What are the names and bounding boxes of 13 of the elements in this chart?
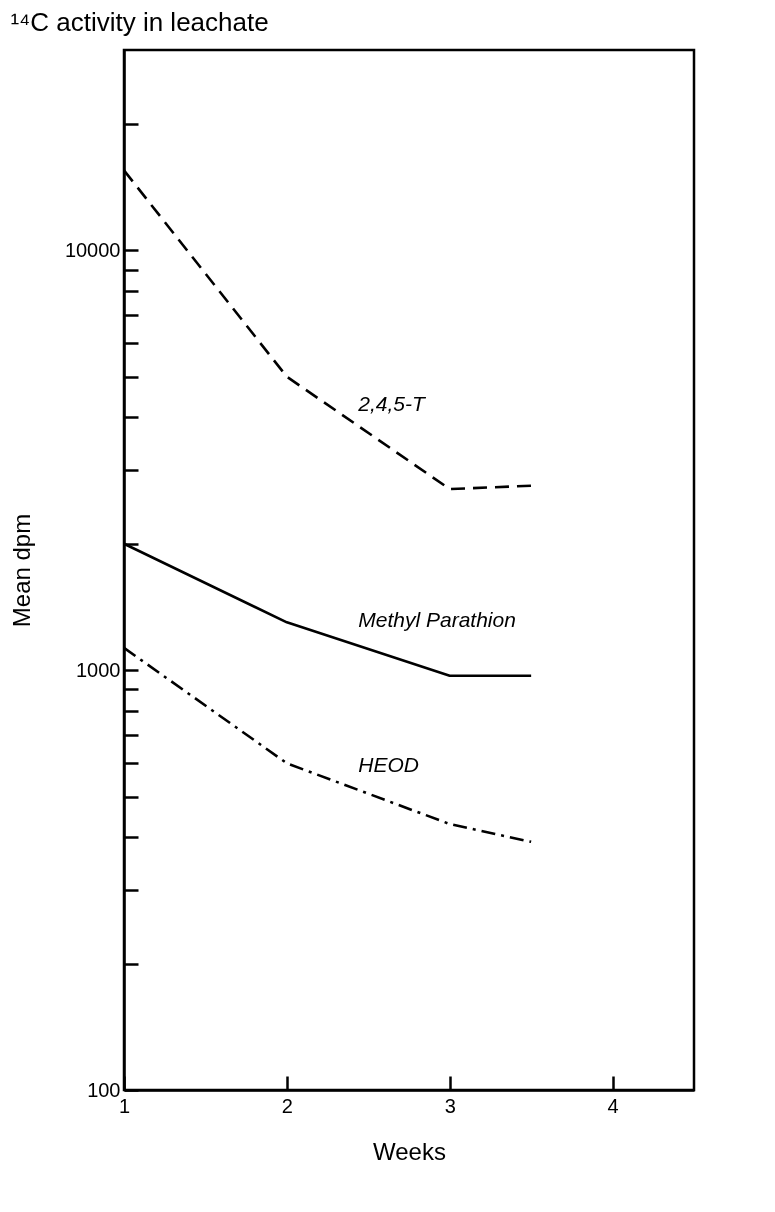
x-tick-label: 3 [444,1094,456,1117]
chart-title: ¹⁴C activity in leachate [10,7,269,37]
y-tick-label: 10000 [64,238,121,261]
series-label: Methyl Parathion [358,608,516,632]
x-axis-title: Weeks [373,1137,446,1165]
y-tick-label: 100 [87,1078,121,1101]
x-tick-label: 4 [607,1094,619,1117]
y-axis-title: Mean dpm [7,513,35,628]
x-tick-label: 1 [118,1094,131,1117]
series-label: HEOD [358,752,419,776]
series-label: 2,4,5-T [357,391,427,415]
y-tick-label: 1000 [76,658,121,681]
x-tick-label: 2 [281,1094,293,1117]
